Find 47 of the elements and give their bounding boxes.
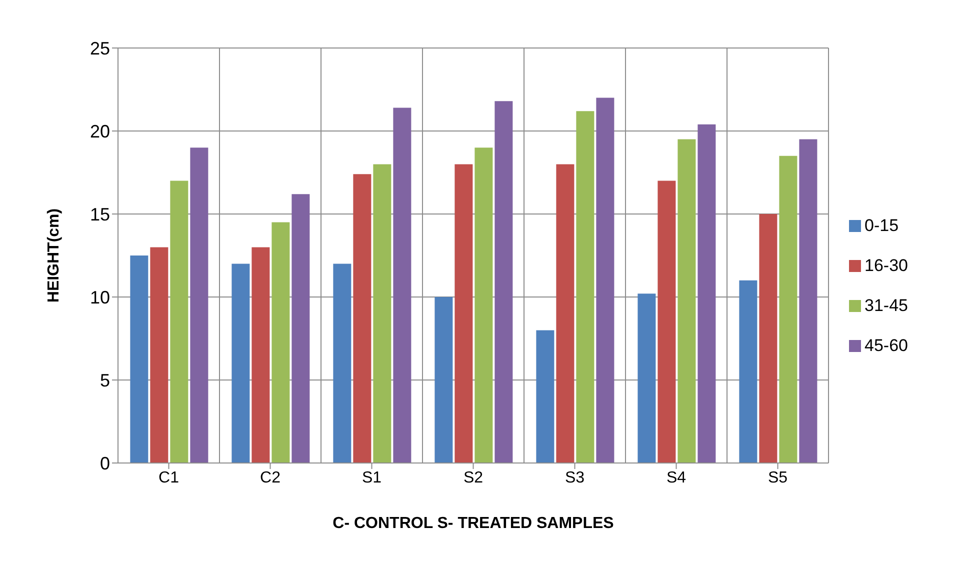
bar — [779, 156, 798, 463]
bar — [596, 98, 614, 463]
bar — [698, 124, 716, 463]
bar — [170, 180, 188, 463]
bar — [373, 164, 392, 463]
bar — [658, 180, 676, 463]
y-tick-label: 15 — [90, 204, 110, 224]
bar — [353, 174, 372, 463]
bar — [292, 194, 310, 463]
bar — [393, 108, 412, 463]
x-tick-label: S5 — [768, 469, 788, 486]
bar — [739, 280, 758, 463]
legend-label: 31-45 — [864, 296, 908, 314]
x-tick-label: S1 — [362, 469, 382, 486]
y-axis-title: HEIGHT(cm) — [46, 208, 63, 303]
x-tick-label: S3 — [564, 469, 585, 486]
x-tick-label: S2 — [463, 469, 484, 486]
bar — [799, 139, 818, 463]
x-tick-label: S4 — [666, 469, 686, 486]
bar — [454, 164, 473, 463]
bar — [678, 139, 696, 463]
x-tick-label: C1 — [158, 469, 180, 486]
bar — [150, 247, 168, 463]
x-tick-label: C2 — [260, 469, 281, 486]
y-tick-label: 5 — [100, 370, 110, 390]
legend-label: 45-60 — [864, 336, 908, 354]
bar — [190, 148, 208, 463]
bar — [252, 247, 270, 463]
legend-label: 16-30 — [864, 256, 908, 274]
bar — [536, 330, 554, 463]
bar — [333, 264, 352, 463]
legend-label: 0-15 — [864, 216, 899, 234]
bar — [434, 297, 453, 463]
y-tick-label: 20 — [90, 121, 110, 142]
bar — [576, 111, 594, 463]
y-tick-label: 0 — [100, 453, 110, 474]
bar — [638, 294, 656, 463]
y-tick-label: 10 — [90, 287, 110, 308]
bar — [759, 214, 778, 463]
bar — [232, 264, 250, 463]
bar — [474, 148, 493, 463]
y-tick-label: 25 — [90, 38, 110, 58]
x-axis-title: C- CONTROL S- TREATED SAMPLES — [332, 515, 614, 532]
bar — [272, 222, 290, 463]
bar — [130, 256, 148, 463]
bar — [494, 101, 513, 463]
bar — [556, 164, 574, 463]
